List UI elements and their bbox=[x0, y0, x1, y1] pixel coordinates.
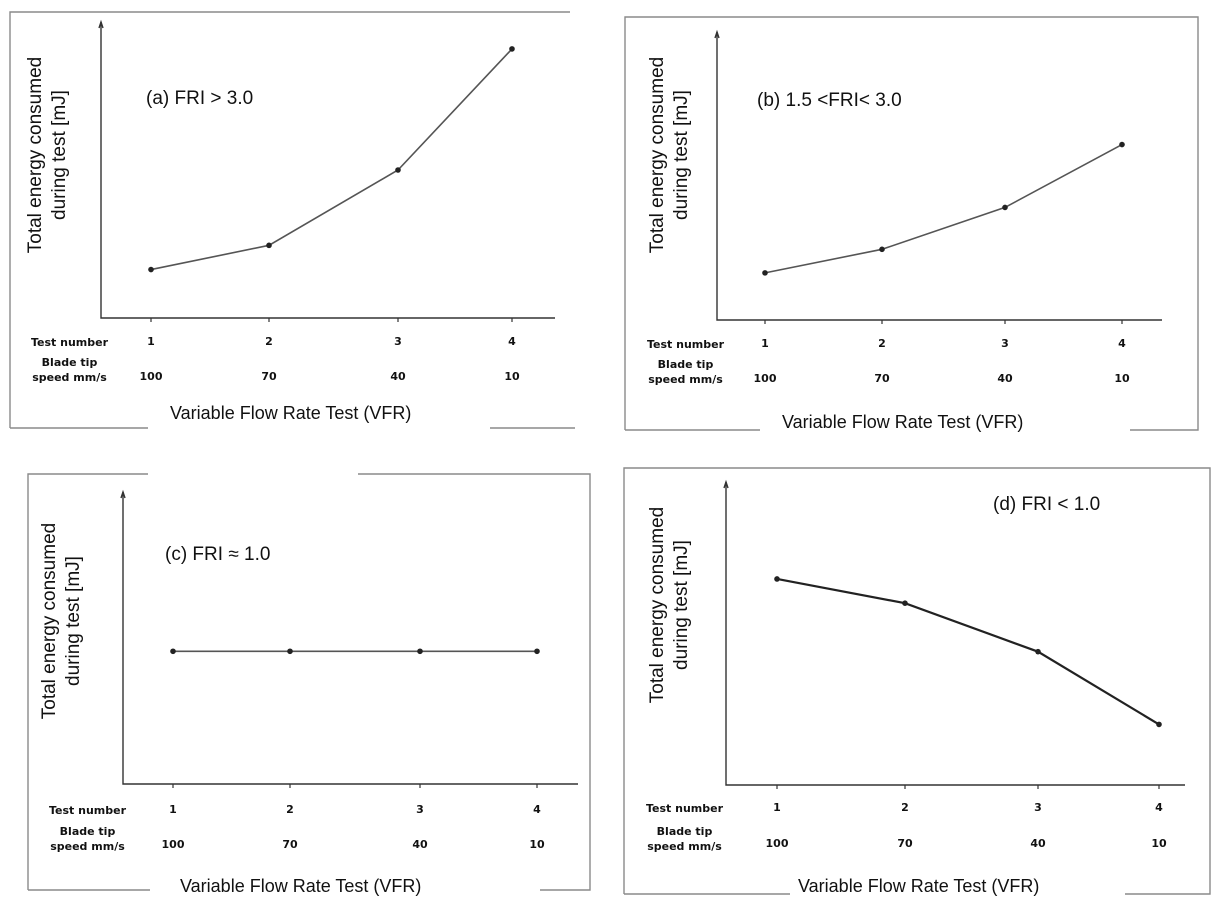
chart-c-svg bbox=[27, 473, 591, 891]
chart-d-y-arrow bbox=[723, 479, 729, 489]
chart-d-series-line bbox=[776, 577, 1160, 726]
chart-b-x-title: Variable Flow Rate Test (VFR) bbox=[782, 412, 1024, 432]
chart-d-blade-speed: 40 bbox=[1030, 837, 1046, 850]
chart-d-x-title: Variable Flow Rate Test (VFR) bbox=[798, 876, 1040, 896]
chart-d-row-label-test: Test number bbox=[645, 802, 724, 815]
chart-a-data-point bbox=[266, 242, 272, 249]
chart-b-y-arrow bbox=[714, 29, 720, 39]
chart-c-blade-speed: 10 bbox=[529, 838, 545, 851]
chart-d-y-axis-label: Total energy consumed during test [mJ] bbox=[647, 506, 692, 704]
chart-b-data-point bbox=[762, 270, 768, 276]
chart-a-svg bbox=[9, 11, 575, 429]
chart-a-row-label-test: Test number bbox=[30, 336, 109, 349]
chart-a-data-point bbox=[395, 167, 401, 173]
chart-b-test-number: 3 bbox=[1001, 337, 1009, 350]
chart-d-test-number: 1 bbox=[773, 801, 781, 814]
chart-b-blade-speed: 100 bbox=[753, 372, 777, 385]
chart-d-data-point bbox=[1035, 648, 1041, 655]
chart-c-data-point bbox=[534, 648, 540, 655]
chart-a-test-number: 1 bbox=[147, 335, 155, 348]
chart-b-test-number: 4 bbox=[1118, 337, 1126, 350]
chart-d-data-point bbox=[902, 600, 908, 606]
chart-a-data-point bbox=[148, 266, 154, 273]
chart-panel-d: Total energy consumed during test [mJ] (d… bbox=[610, 460, 1219, 901]
chart-a-blade-speed: 100 bbox=[139, 370, 163, 383]
chart-panel-b: Total energy consumed during test [mJ] (b… bbox=[610, 0, 1219, 440]
chart-panel-c: Total energy consumed during test [mJ] (c… bbox=[0, 460, 600, 901]
chart-d-axes bbox=[725, 482, 1185, 786]
chart-d-test-number: 2 bbox=[901, 801, 909, 814]
chart-d-svg bbox=[623, 467, 1211, 895]
chart-panel-a: Total energy consumed during test [mJ] (a… bbox=[0, 0, 590, 440]
chart-a-blade-speed: 40 bbox=[390, 370, 406, 383]
chart-c-test-number: 3 bbox=[416, 803, 424, 816]
chart-b-row-label-test: Test number bbox=[646, 338, 725, 351]
chart-c-y-axis-label: Total energy consumed during test [mJ] bbox=[39, 522, 84, 720]
chart-a-data-point bbox=[509, 46, 515, 52]
chart-c-data-point bbox=[417, 648, 423, 655]
panel-c-frame bbox=[27, 473, 591, 891]
chart-d-row-label-blade: Blade tip speed mm/s bbox=[647, 825, 722, 853]
chart-b-blade-speed: 40 bbox=[997, 372, 1013, 385]
chart-b-svg bbox=[624, 16, 1199, 431]
chart-c-test-number: 4 bbox=[533, 803, 541, 816]
chart-a-row-label-blade: Blade tip speed mm/s bbox=[32, 356, 107, 384]
chart-d-title: (d) FRI < 1.0 bbox=[993, 494, 1101, 515]
chart-b-data-point bbox=[1119, 141, 1125, 148]
chart-c-test-number: 1 bbox=[169, 803, 177, 816]
chart-c-y-arrow bbox=[120, 489, 126, 499]
chart-a-y-arrow bbox=[98, 19, 104, 29]
chart-c-test-number: 2 bbox=[286, 803, 294, 816]
chart-a-blade-speed: 70 bbox=[261, 370, 277, 383]
chart-b-test-number: 2 bbox=[878, 337, 886, 350]
chart-d-blade-speed: 100 bbox=[765, 837, 789, 850]
chart-d-test-number: 4 bbox=[1155, 801, 1163, 814]
chart-c-row-label-test: Test number bbox=[48, 804, 127, 817]
chart-b-series-line bbox=[764, 143, 1123, 274]
chart-a-y-axis-label: Total energy consumed during test [mJ] bbox=[25, 56, 70, 254]
chart-c-blade-speed: 70 bbox=[282, 838, 298, 851]
chart-c-blade-speed: 100 bbox=[161, 838, 185, 851]
chart-c-data-point bbox=[170, 648, 176, 655]
chart-a-test-number: 2 bbox=[265, 335, 273, 348]
chart-a-x-title: Variable Flow Rate Test (VFR) bbox=[170, 403, 412, 423]
panel-a-frame bbox=[9, 11, 570, 428]
chart-d-data-point bbox=[1156, 721, 1162, 728]
panel-b-frame bbox=[624, 16, 1199, 431]
chart-c-axes bbox=[122, 492, 578, 785]
panel-d-frame bbox=[623, 467, 1211, 895]
chart-a-test-number: 4 bbox=[508, 335, 516, 348]
chart-a-blade-speed: 10 bbox=[504, 370, 520, 383]
chart-c-row-label-blade: Blade tip speed mm/s bbox=[50, 825, 125, 853]
chart-a-title: (a) FRI > 3.0 bbox=[146, 88, 254, 109]
chart-d-test-number: 3 bbox=[1034, 801, 1042, 814]
chart-c-title: (c) FRI ≈ 1.0 bbox=[165, 544, 271, 565]
chart-b-row-label-blade: Blade tip speed mm/s bbox=[648, 358, 723, 386]
chart-b-test-number: 1 bbox=[761, 337, 769, 350]
chart-c-data-point bbox=[287, 648, 293, 655]
chart-b-blade-speed: 10 bbox=[1114, 372, 1130, 385]
chart-b-data-point bbox=[1002, 204, 1008, 211]
chart-a-series-line bbox=[150, 48, 513, 271]
chart-d-data-point bbox=[774, 576, 780, 582]
chart-b-title: (b) 1.5 <FRI< 3.0 bbox=[757, 90, 902, 111]
chart-d-blade-speed: 10 bbox=[1151, 837, 1167, 850]
chart-a-axes bbox=[100, 22, 555, 319]
chart-b-blade-speed: 70 bbox=[874, 372, 890, 385]
chart-b-y-axis-label: Total energy consumed during test [mJ] bbox=[647, 56, 692, 254]
chart-c-x-title: Variable Flow Rate Test (VFR) bbox=[180, 876, 422, 896]
chart-a-test-number: 3 bbox=[394, 335, 402, 348]
chart-d-blade-speed: 70 bbox=[897, 837, 913, 850]
chart-b-data-point bbox=[879, 246, 885, 253]
chart-b-axes bbox=[716, 32, 1162, 321]
chart-c-blade-speed: 40 bbox=[412, 838, 428, 851]
